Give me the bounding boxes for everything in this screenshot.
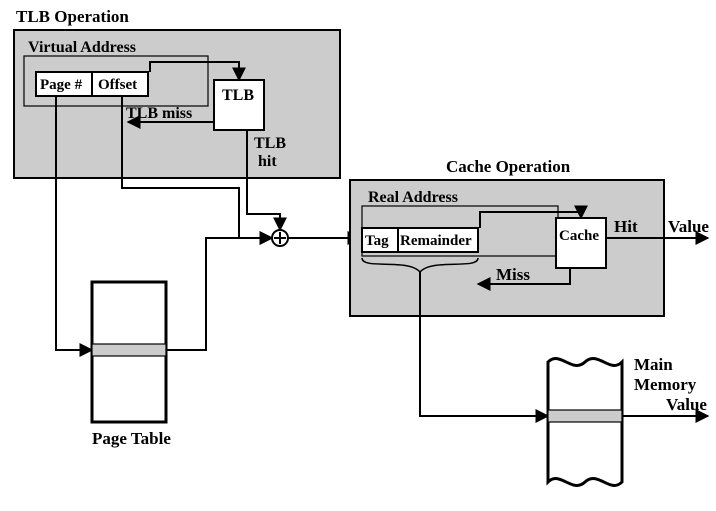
page-table-row xyxy=(92,344,166,356)
value-bottom-label: Value xyxy=(666,395,707,414)
tlb-hit-label1: TLB xyxy=(254,135,286,152)
hit-label: Hit xyxy=(614,217,638,236)
miss-label: Miss xyxy=(496,265,530,284)
arrow-pt-to-plus xyxy=(166,238,272,350)
main-memory-label2: Memory xyxy=(634,375,697,394)
tlb-label: TLB xyxy=(222,87,254,104)
cache-label: Cache xyxy=(559,228,599,244)
page-table-label: Page Table xyxy=(92,429,171,448)
offset-label: Offset xyxy=(98,77,137,93)
cache-op-title: Cache Operation xyxy=(446,157,571,176)
main-memory-row xyxy=(548,410,622,422)
remainder-label: Remainder xyxy=(400,233,472,249)
tlb-miss-label: TLB miss xyxy=(126,105,192,122)
real-address-label: Real Address xyxy=(368,189,458,206)
virtual-address-label: Virtual Address xyxy=(28,39,136,56)
value-top-label: Value xyxy=(668,217,709,236)
page-num-label: Page # xyxy=(40,77,83,93)
tag-label: Tag xyxy=(365,233,389,249)
tlb-hit-label2: hit xyxy=(258,153,277,170)
main-memory-label1: Main xyxy=(634,355,673,374)
tlb-op-title: TLB Operation xyxy=(16,7,129,26)
